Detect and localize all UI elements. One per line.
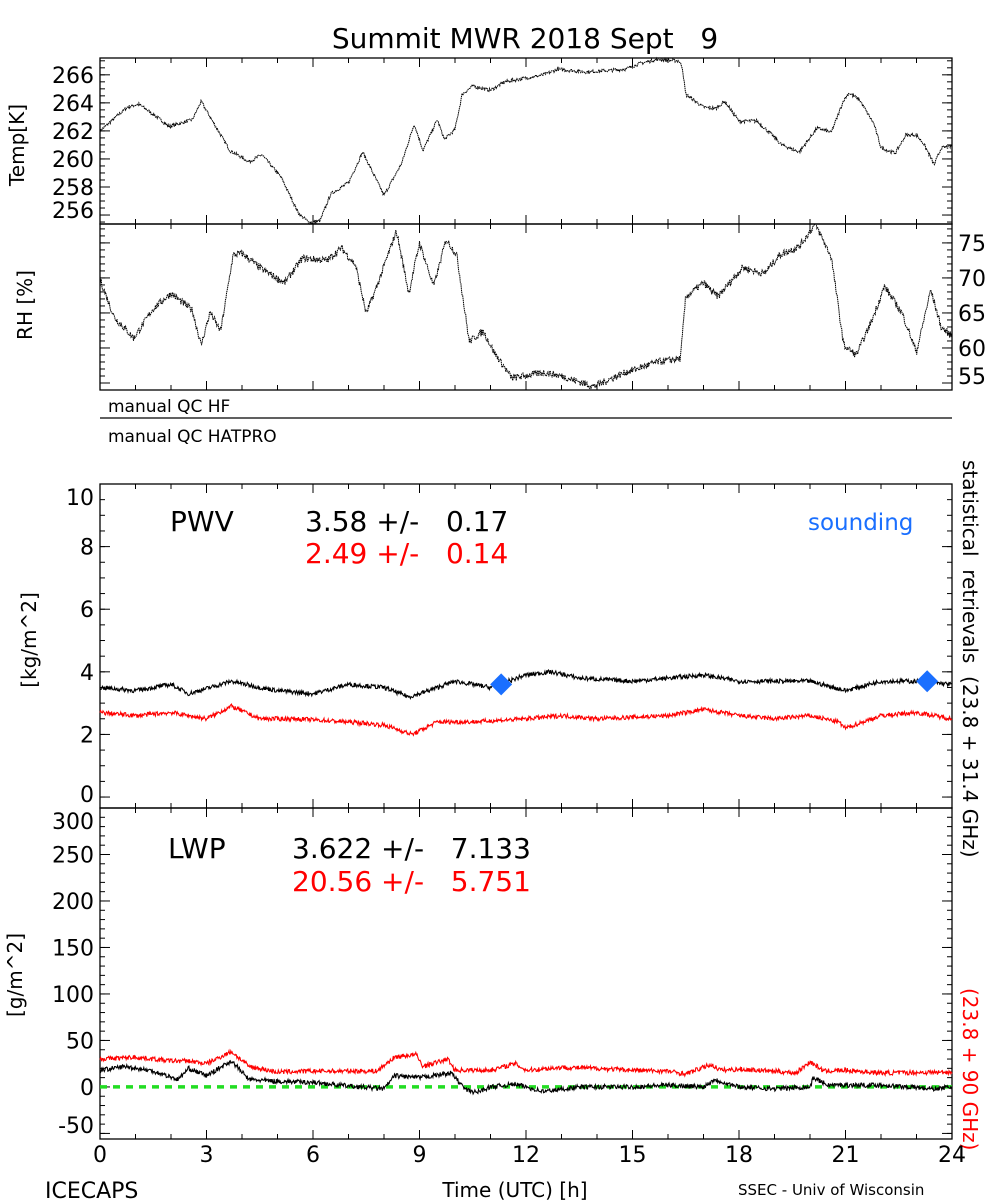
right-label-90ghz: (23.8 + 90 GHz) (958, 988, 982, 1150)
lwp-title: LWP (168, 832, 226, 865)
y-tick-label: 10 (66, 486, 94, 511)
y-tick-label: 200 (52, 890, 94, 915)
series-line-0-0 (99, 56, 953, 225)
y-tick-label: 100 (52, 983, 94, 1008)
x-tick-label: 6 (306, 1143, 320, 1168)
lwp-stat-black: 3.622 +/- 7.133 (292, 832, 531, 865)
rh-ylabel: RH [%] (13, 270, 37, 340)
y-tick-label: -50 (58, 1114, 94, 1139)
y-tick-label: 150 (52, 936, 94, 961)
lwp-ylabel: [g/m^2] (3, 933, 27, 1017)
y-tick-label: 6 (80, 598, 94, 623)
y-tick-label: 70 (958, 267, 986, 292)
y-tick-label: 50 (66, 1029, 94, 1054)
series-line-2-1 (99, 703, 953, 737)
y-tick-label: 75 (958, 232, 986, 257)
y-tick-label: 266 (52, 64, 94, 89)
series-line-2-0 (99, 669, 953, 701)
y-tick-label: 4 (80, 661, 94, 686)
panel-frame-1 (99, 223, 953, 391)
sounding-marker (916, 670, 939, 693)
series-line-3-0 (99, 1048, 953, 1078)
y-tick-label: 264 (52, 92, 94, 117)
y-tick-label: 256 (52, 199, 94, 224)
temp-ylabel: Temp[K] (5, 104, 29, 187)
sounding-marker (490, 673, 513, 696)
y-tick-label: 2 (80, 723, 94, 748)
x-tick-label: 21 (832, 1143, 860, 1168)
series-line-3-1 (99, 1059, 953, 1096)
y-tick-label: 260 (52, 148, 94, 173)
panel-frame-0 (99, 57, 953, 225)
y-tick-label: 55 (958, 365, 986, 390)
y-tick-label: 8 (80, 536, 94, 561)
series-line-1-0 (99, 223, 953, 390)
qc-hatpro-label: manual QC HATPRO (108, 427, 277, 447)
pwv-stat-black: 3.58 +/- 0.17 (305, 505, 508, 538)
x-tick-label: 3 (200, 1143, 214, 1168)
y-tick-label: 262 (52, 120, 94, 145)
x-tick-label: 12 (512, 1143, 540, 1168)
right-label-statistical: statistical retrievals (23.8 + 31.4 GHz) (958, 460, 982, 858)
x-tick-label: 0 (93, 1143, 107, 1168)
qc-hf-label: manual QC HF (108, 397, 230, 417)
x-axis-label: Time (UTC) [h] (441, 1178, 587, 1200)
pwv-ylabel: [kg/m^2] (17, 592, 41, 688)
x-tick-label: 15 (619, 1143, 647, 1168)
y-tick-label: 250 (52, 843, 94, 868)
sounding-label: sounding (808, 510, 913, 536)
pwv-stat-red: 2.49 +/- 0.14 (305, 537, 508, 570)
footer-ssec: SSEC - Univ of Wisconsin (738, 1181, 924, 1199)
x-tick-label: 18 (725, 1143, 753, 1168)
lwp-stat-red: 20.56 +/- 5.751 (292, 865, 531, 898)
chart-title: Summit MWR 2018 Sept 9 (332, 22, 718, 55)
pwv-title: PWV (170, 505, 234, 538)
y-tick-label: 258 (52, 176, 94, 201)
y-tick-label: 0 (80, 1076, 94, 1101)
y-tick-label: 300 (52, 810, 94, 835)
x-tick-label: 24 (938, 1143, 966, 1168)
footer-icecaps: ICECAPS (45, 1179, 138, 1200)
y-tick-label: 0 (80, 783, 94, 808)
x-tick-label: 9 (413, 1143, 427, 1168)
y-tick-label: 65 (958, 302, 986, 327)
y-tick-label: 60 (958, 337, 986, 362)
